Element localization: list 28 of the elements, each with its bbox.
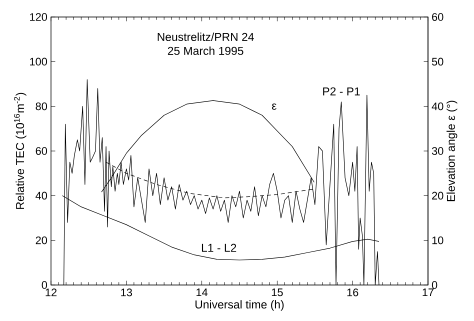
x-tick-label: 13 <box>121 288 132 296</box>
y-axis-title: Relative TEC (10$^{16}$m$^{-2}$) <box>14 92 26 209</box>
y-tick-label: 60 <box>36 147 48 155</box>
text: 25 March 1995 <box>168 46 244 55</box>
series-label: P2 - P1 <box>323 87 360 96</box>
x-tick-label: 14 <box>196 288 208 296</box>
x-tick-label: 15 <box>272 288 283 296</box>
y2-tick-label: 50 <box>432 58 444 66</box>
y-tick-label: 40 <box>36 192 48 200</box>
y2-tick-label: 0 <box>432 281 438 289</box>
x-tick-label: 12 <box>46 288 57 296</box>
y2-tick-label: 40 <box>432 102 444 110</box>
y-tick-label: 120 <box>30 13 48 21</box>
series-label: ε <box>272 103 277 110</box>
y-tick-label: 20 <box>36 236 48 244</box>
text: Neustrelitz/PRN 24 <box>158 32 254 41</box>
y2-axis-title: Elevation angle ε (°) <box>446 100 458 202</box>
y2-tick-label: 10 <box>432 236 444 244</box>
x-axis-title: Universal time (h) <box>196 300 284 311</box>
y-tick-label: 80 <box>36 102 48 110</box>
x-tick-label: 16 <box>347 288 358 296</box>
series-label: L1 - L2 <box>202 244 236 252</box>
y2-tick-label: 20 <box>432 192 444 200</box>
y2-tick-label: 60 <box>432 13 444 21</box>
y-tick-label: 100 <box>30 58 48 66</box>
y2-tick-label: 30 <box>432 147 444 155</box>
y-tick-label: 0 <box>42 281 48 289</box>
x-tick-label: 17 <box>422 288 434 296</box>
